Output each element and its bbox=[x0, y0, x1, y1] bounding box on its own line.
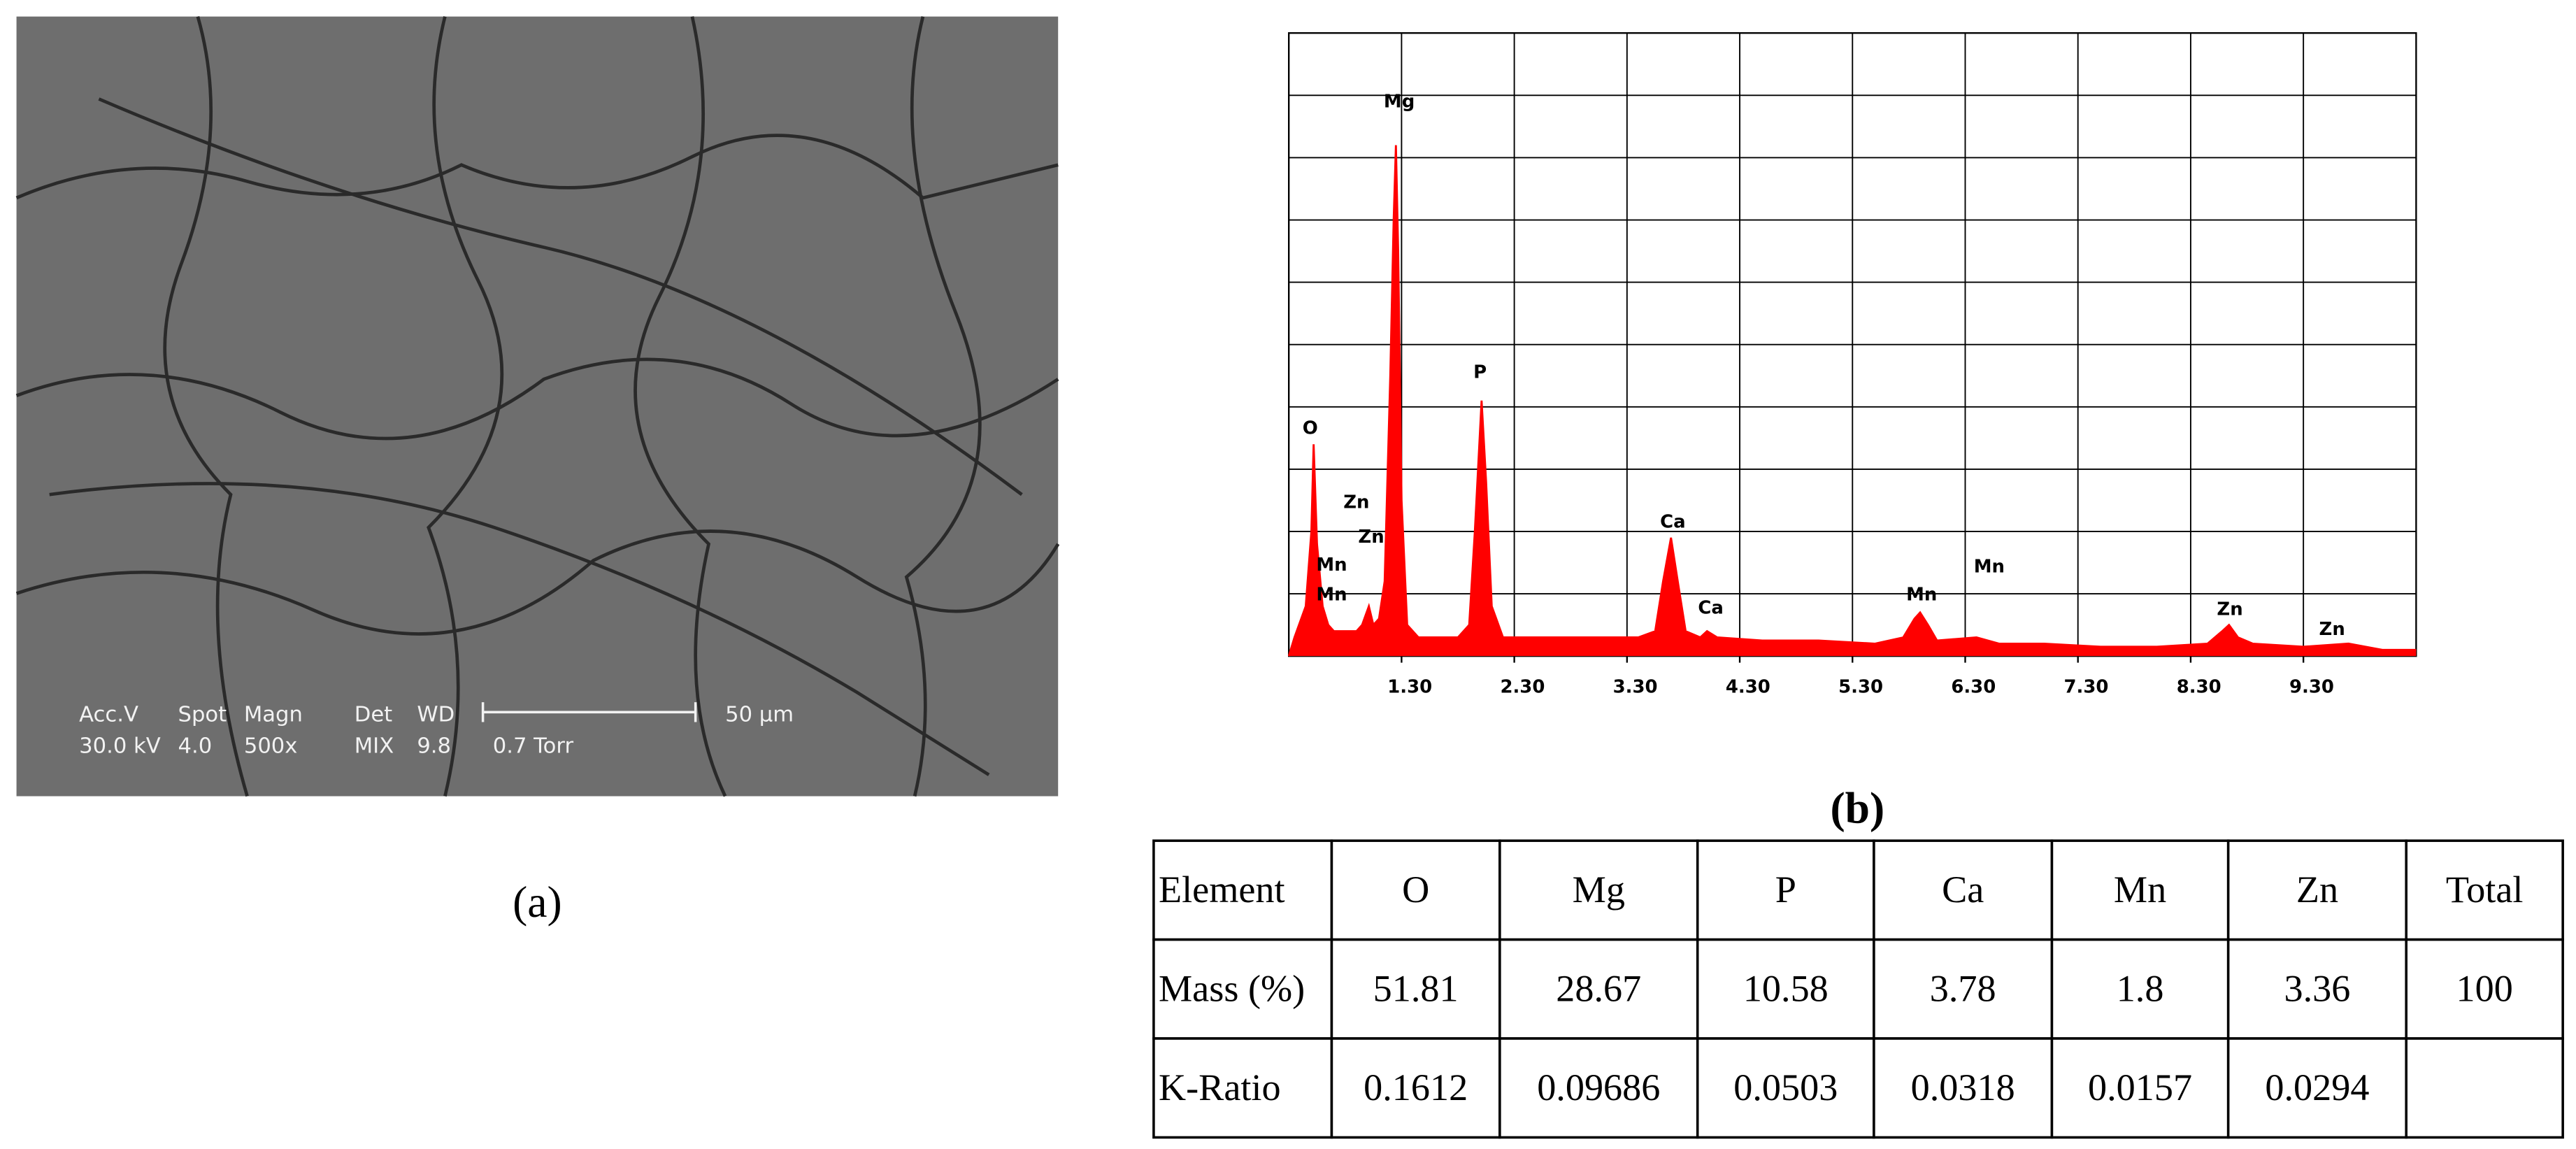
x-tick-label: 8.30 bbox=[2177, 676, 2221, 697]
cell-value: 0.0503 bbox=[1733, 1066, 1838, 1108]
x-tick-label: 2.30 bbox=[1500, 676, 1545, 697]
table-cell bbox=[1696, 1037, 1875, 1139]
column-header: P bbox=[1775, 869, 1796, 911]
cell-value: 100 bbox=[2456, 967, 2513, 1009]
table-cell bbox=[1330, 938, 1501, 1040]
cell-value: 0.0318 bbox=[1911, 1066, 2015, 1108]
sem-value: 30.0 kV bbox=[79, 734, 161, 758]
peak-label: Ca bbox=[1660, 512, 1685, 533]
x-tick-label: 7.30 bbox=[2064, 676, 2109, 697]
cell-value: 3.78 bbox=[1930, 967, 1996, 1009]
caption: (a) bbox=[513, 877, 562, 927]
sem-micrograph: Acc.V Spot Magn Det WD 50 µm 30.0 kV 4.0… bbox=[15, 16, 1060, 797]
caption: (b) bbox=[1830, 783, 1884, 833]
sem-label: Acc.V bbox=[79, 703, 138, 727]
table-cell bbox=[1498, 839, 1699, 941]
sem-value: 9.8 bbox=[417, 734, 451, 758]
cell-value: 0.0157 bbox=[2088, 1066, 2192, 1108]
peak-label: Zn bbox=[2217, 599, 2242, 620]
column-header: Mn bbox=[2114, 869, 2166, 911]
x-tick-label: 5.30 bbox=[1838, 676, 1883, 697]
sem-value: 0.7 Torr bbox=[493, 734, 574, 758]
sem-background bbox=[16, 16, 1059, 797]
cracks bbox=[15, 16, 1060, 797]
spectrum-chart: 1.30 2.30 3.30 4.30 5.30 6.30 7.30 8.30 9.30 Mg O P… bbox=[1287, 32, 2417, 697]
column-header: O bbox=[1402, 869, 1429, 911]
table-cell bbox=[2226, 839, 2407, 941]
x-tick-label: 6.30 bbox=[1951, 676, 1996, 697]
sem-label: WD bbox=[417, 703, 455, 727]
sem-label: Spot bbox=[178, 703, 227, 727]
column-header: Ca bbox=[1942, 869, 1984, 911]
column-header: Zn bbox=[2296, 869, 2338, 911]
row-header: K-Ratio bbox=[1159, 1066, 1281, 1108]
column-header: Element bbox=[1159, 869, 1285, 911]
table-cell bbox=[1696, 839, 1875, 941]
x-tick-label: 4.30 bbox=[1726, 676, 1770, 697]
cell-value: 0.1612 bbox=[1364, 1066, 1468, 1108]
x-tick-label: 1.30 bbox=[1387, 676, 1432, 697]
peak-label: Mn bbox=[1906, 584, 1937, 605]
peak-label: O bbox=[1303, 418, 1318, 438]
table-cell bbox=[2050, 1037, 2230, 1139]
row-header: Mass (%) bbox=[1159, 967, 1305, 1009]
column-header: Mg bbox=[1573, 869, 1625, 911]
table-cell bbox=[2405, 1037, 2564, 1139]
peak-label: Ca bbox=[1698, 597, 1724, 618]
scale-bar bbox=[481, 702, 697, 722]
sem-value: 500x bbox=[244, 734, 298, 758]
table-cell bbox=[1873, 938, 2054, 1040]
sem-label: Magn bbox=[244, 703, 303, 727]
cell-value: 10.58 bbox=[1743, 967, 1829, 1009]
cell-value: 0.0294 bbox=[2265, 1066, 2369, 1108]
sem-info-row-1: Acc.V Spot Magn Det WD 50 µm bbox=[79, 703, 794, 727]
peak-label: Mn bbox=[1316, 555, 1347, 576]
table-cell bbox=[2405, 839, 2564, 941]
table-cell bbox=[1498, 938, 1699, 1040]
scale-bar-label: 50 µm bbox=[725, 703, 794, 727]
cell-value: 3.36 bbox=[2284, 967, 2351, 1009]
cell-value: 28.67 bbox=[1556, 967, 1641, 1009]
peak-label: Mg bbox=[1384, 92, 1415, 113]
cell-value: 51.81 bbox=[1373, 967, 1459, 1009]
cell-value: 1.8 bbox=[2117, 967, 2164, 1009]
spectrum-line bbox=[1287, 145, 2417, 657]
peak-label: Zn bbox=[1358, 527, 1384, 548]
spectrum-area bbox=[1289, 145, 2417, 657]
cell-value: 0.09686 bbox=[1537, 1066, 1660, 1108]
peak-label: Mn bbox=[1316, 584, 1347, 605]
x-tick-label: 9.30 bbox=[2289, 676, 2334, 697]
table-cell bbox=[2405, 938, 2564, 1040]
x-tick-label: 3.30 bbox=[1613, 676, 1658, 697]
table-cell bbox=[1696, 938, 1875, 1040]
sem-value: MIX bbox=[355, 734, 394, 758]
table-cell bbox=[2226, 1037, 2407, 1139]
column-header: Total bbox=[2446, 869, 2524, 911]
table: Element O Mg P Ca Mn Zn Total Mass (%) 51.81 28.67… bbox=[1152, 839, 2564, 1139]
sem-value: 4.0 bbox=[178, 734, 213, 758]
table-cell bbox=[1152, 839, 1333, 941]
table-cell bbox=[1330, 839, 1501, 941]
peak-label: Zn bbox=[2319, 619, 2345, 640]
sem-label: Det bbox=[355, 703, 392, 727]
sem-info-row-2: 30.0 kV 4.0 500x MIX 9.8 0.7 Torr bbox=[79, 734, 573, 758]
peak-label: P bbox=[1473, 362, 1487, 383]
peak-label: Zn bbox=[1343, 492, 1369, 513]
table-cell bbox=[1330, 1037, 1501, 1139]
peak-label: Mn bbox=[1974, 556, 2005, 577]
table-cell bbox=[1873, 1037, 2054, 1139]
